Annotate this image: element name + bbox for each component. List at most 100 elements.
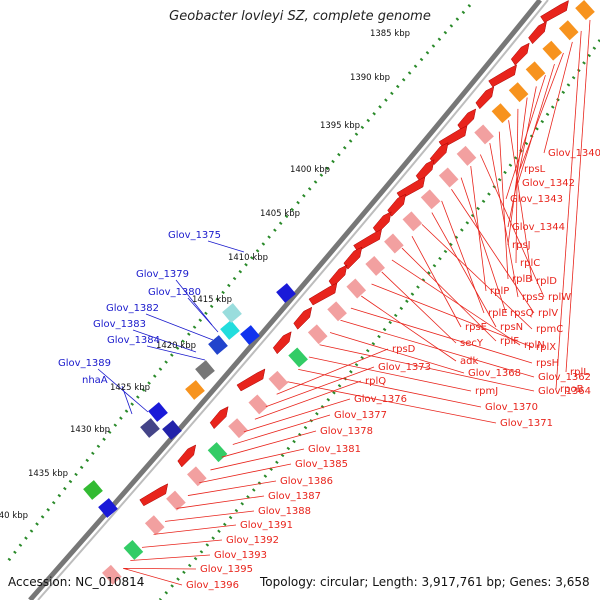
left-gene-label: Glov_1383 xyxy=(93,319,146,330)
reverse-cds-block xyxy=(220,320,240,340)
left-leader-line xyxy=(146,345,206,361)
right-leader-line xyxy=(543,41,573,154)
right-gene-label: rpsD xyxy=(392,344,416,355)
left-gene-label: Glov_1384 xyxy=(107,335,160,346)
right-leader-line xyxy=(489,142,519,298)
right-gene-label: rplE xyxy=(488,308,508,319)
genome-summary: Topology: circular; Length: 3,917,761 bp… xyxy=(260,575,590,589)
right-leader-line xyxy=(187,480,277,496)
feature-block xyxy=(474,124,494,145)
right-leader-line xyxy=(441,200,485,314)
right-leader-line xyxy=(381,271,457,344)
right-leader-line xyxy=(515,108,519,264)
right-leader-line xyxy=(319,344,535,392)
forward-cds-arrow xyxy=(353,228,382,252)
kbp-tick-label: 1420 kbp xyxy=(156,341,196,351)
reverse-cds-block xyxy=(162,420,182,440)
left-gene-label: Glov_1379 xyxy=(136,269,189,280)
right-gene-label: Glov_1343 xyxy=(510,194,563,205)
forward-cds-arrow xyxy=(139,483,169,507)
feature-block xyxy=(346,278,367,299)
right-gene-label: Glov_1371 xyxy=(500,418,553,429)
right-leader-line xyxy=(508,120,533,282)
right-gene-label: rplB xyxy=(512,274,532,285)
right-leader-line xyxy=(265,366,375,408)
forward-cds-arrow xyxy=(396,176,426,200)
left-leader-line xyxy=(97,368,149,413)
forward-cds-arrow xyxy=(236,368,266,392)
forward-cds-arrow xyxy=(272,331,292,355)
right-leader-line xyxy=(350,307,533,364)
forward-cds-arrow xyxy=(308,282,338,306)
kbp-tick-label: 1400 kbp xyxy=(290,165,330,175)
reverse-cds-block xyxy=(208,335,228,355)
backbone-layer xyxy=(28,0,549,600)
reverse-cds-block xyxy=(240,325,260,345)
right-leader-line xyxy=(371,283,533,348)
right-gene-label: rpoB xyxy=(560,384,584,395)
right-leader-line xyxy=(123,567,183,586)
left-leader-line xyxy=(175,279,213,326)
right-gene-label: rpsJ xyxy=(512,240,531,251)
right-gene-label: Glov_1396 xyxy=(186,580,239,591)
kbp-tick-label: 1415 kbp xyxy=(192,295,232,305)
feature-block xyxy=(384,233,404,254)
feature-block xyxy=(166,490,186,511)
forward-cds-arrow xyxy=(328,264,348,288)
right-gene-label: Glov_1368 xyxy=(468,368,521,379)
forward-cds-arrow xyxy=(475,86,495,110)
right-leader-line xyxy=(519,52,564,170)
feature-block xyxy=(144,515,165,536)
right-leader-line xyxy=(141,539,223,548)
accession-text: Accession: NC_010814 xyxy=(8,575,145,589)
feature-block xyxy=(207,442,228,463)
feature-block xyxy=(491,103,512,124)
kbp-tick-label: 1410 kbp xyxy=(228,253,268,263)
right-leader-line xyxy=(243,398,351,433)
right-gene-label: Glov_1370 xyxy=(485,402,538,413)
kbp-tick-label: 1440 kbp xyxy=(0,511,28,521)
right-gene-label: rpsH xyxy=(536,358,559,369)
right-gene-label: Glov_1344 xyxy=(512,222,565,233)
right-gene-label: Glov_1373 xyxy=(378,362,431,373)
right-gene-label: Glov_1376 xyxy=(354,394,407,405)
right-leader-line xyxy=(401,247,497,342)
right-leader-line xyxy=(287,381,497,424)
right-leader-line xyxy=(298,368,482,408)
labels-layer: 1385 kbp 1390 kbp 1395 kbp 1400 kbp 1405 kbp… xyxy=(0,29,600,591)
forward-cds-arrow xyxy=(387,193,406,217)
kbp-tick-label: 1390 kbp xyxy=(350,73,390,83)
feature-block xyxy=(307,324,328,345)
right-leader-line xyxy=(498,131,509,280)
feature-block xyxy=(575,0,595,20)
right-gene-label: Glov_1393 xyxy=(214,550,267,561)
right-gene-label: rpmC xyxy=(536,324,563,335)
right-gene-label: rplW xyxy=(548,292,571,303)
right-leader-line xyxy=(165,510,255,522)
right-gene-label: secY xyxy=(460,338,484,349)
right-leader-line xyxy=(276,348,389,395)
right-leader-line xyxy=(361,295,457,362)
right-gene-label: rpsN xyxy=(500,322,523,333)
right-leader-line xyxy=(391,259,521,346)
feature-block xyxy=(268,370,289,391)
right-gene-label: Glov_1364 xyxy=(538,386,591,397)
right-gene-label: Glov_1387 xyxy=(268,491,321,502)
right-leader-line xyxy=(565,19,591,373)
right-gene-label: rpsS xyxy=(522,292,544,303)
label-lines-layer xyxy=(97,19,591,586)
right-gene-label: Glov_1342 xyxy=(522,178,575,189)
features-layer xyxy=(83,0,595,585)
feature-block xyxy=(542,40,563,61)
right-gene-label: Glov_1385 xyxy=(295,459,348,470)
right-gene-label: Glov_1362 xyxy=(538,372,591,383)
forward-cds-arrow xyxy=(510,42,530,66)
gc-dotted-arc-inner xyxy=(158,39,600,600)
right-leader-line xyxy=(421,224,533,330)
forward-cds-arrow xyxy=(209,406,229,430)
left-leader-line xyxy=(207,240,245,253)
kbp-tick-label: 1430 kbp xyxy=(70,425,110,435)
right-leader-line xyxy=(130,554,211,561)
feature-block xyxy=(288,347,308,368)
right-gene-label: rplV xyxy=(538,308,558,319)
